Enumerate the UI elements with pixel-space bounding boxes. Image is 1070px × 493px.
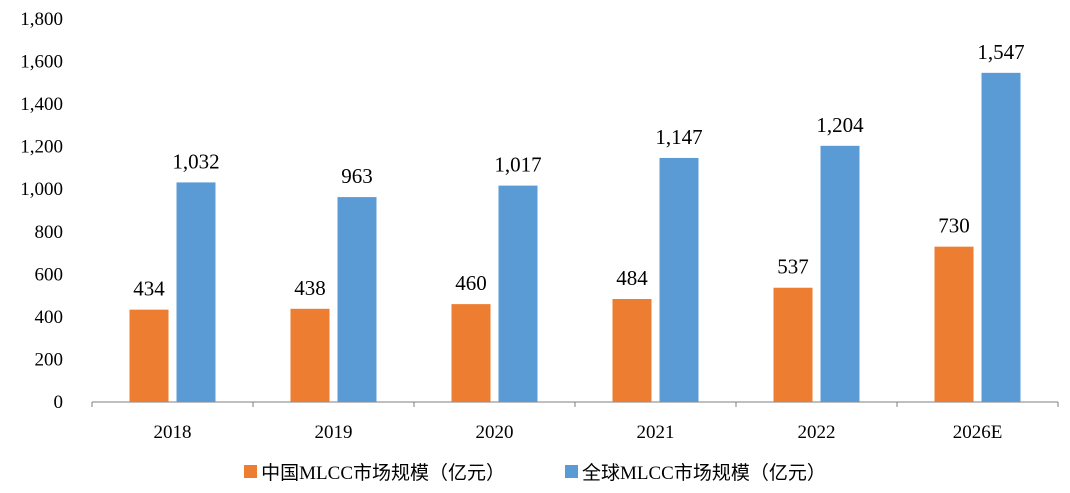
data-label-china: 434 [133, 277, 165, 301]
y-tick-label: 1,400 [20, 94, 63, 115]
data-label-global: 1,204 [816, 113, 864, 137]
y-tick-label: 1,000 [20, 179, 63, 200]
bar-china [129, 309, 169, 402]
legend: 中国MLCC市场规模（亿元） 全球MLCC市场规模（亿元） [0, 458, 1070, 485]
bars [129, 72, 1021, 403]
x-tick-label: 2022 [798, 422, 836, 443]
x-axis: 2018 2019 2020 2021 2022 2026E [91, 401, 1059, 443]
bar-global [176, 182, 216, 402]
x-tick-label: 2020 [476, 422, 514, 443]
data-label-china: 537 [777, 255, 809, 279]
legend-label-global: 全球MLCC市场规模（亿元） [582, 463, 826, 484]
data-label-china: 438 [294, 276, 326, 300]
x-tick-label: 2018 [154, 422, 192, 443]
data-label-china: 484 [616, 266, 648, 290]
data-label-china: 460 [455, 271, 487, 295]
bar-global [498, 185, 538, 402]
y-tick-label: 800 [35, 222, 64, 243]
data-label-global: 1,032 [172, 149, 219, 173]
legend-item-global: 全球MLCC市场规模（亿元） [565, 458, 826, 485]
bar-china [773, 287, 813, 402]
y-tick-label: 1,800 [20, 9, 63, 30]
data-label-global: 1,547 [977, 40, 1024, 64]
x-tick-label: 2019 [315, 422, 353, 443]
data-labels: 434 438 460 484 537 730 1,032 963 1,017 1,147 1,20… [133, 40, 1024, 301]
bar-chart: 0 200 400 600 800 1,000 1,200 1,400 1,600 1,800 2… [20, 9, 1059, 443]
bar-china [934, 246, 974, 402]
bar-global [337, 197, 377, 402]
legend-swatch-global [565, 465, 578, 478]
data-label-china: 730 [938, 214, 970, 238]
y-axis: 0 200 400 600 800 1,000 1,200 1,400 1,600 1,800 [20, 9, 63, 413]
data-label-global: 963 [341, 164, 373, 188]
bar-china [290, 308, 330, 402]
bar-global [820, 145, 860, 402]
data-label-global: 1,017 [494, 153, 541, 177]
legend-swatch-china [244, 465, 258, 478]
y-tick-label: 600 [35, 264, 64, 285]
bar-global [981, 72, 1021, 403]
bar-china [451, 304, 491, 402]
x-tick-label: 2021 [637, 422, 675, 443]
y-tick-label: 1,200 [20, 137, 63, 158]
bar-china [612, 299, 652, 402]
y-tick-label: 400 [35, 307, 64, 328]
x-tick-label: 2026E [953, 422, 1003, 443]
legend-item-china: 中国MLCC市场规模（亿元） [244, 458, 505, 485]
bar-global [659, 157, 699, 402]
legend-label-china: 中国MLCC市场规模（亿元） [261, 463, 505, 484]
y-tick-label: 0 [54, 392, 64, 413]
data-label-global: 1,147 [655, 125, 702, 149]
y-tick-label: 200 [35, 349, 64, 370]
y-tick-label: 1,600 [20, 52, 63, 73]
